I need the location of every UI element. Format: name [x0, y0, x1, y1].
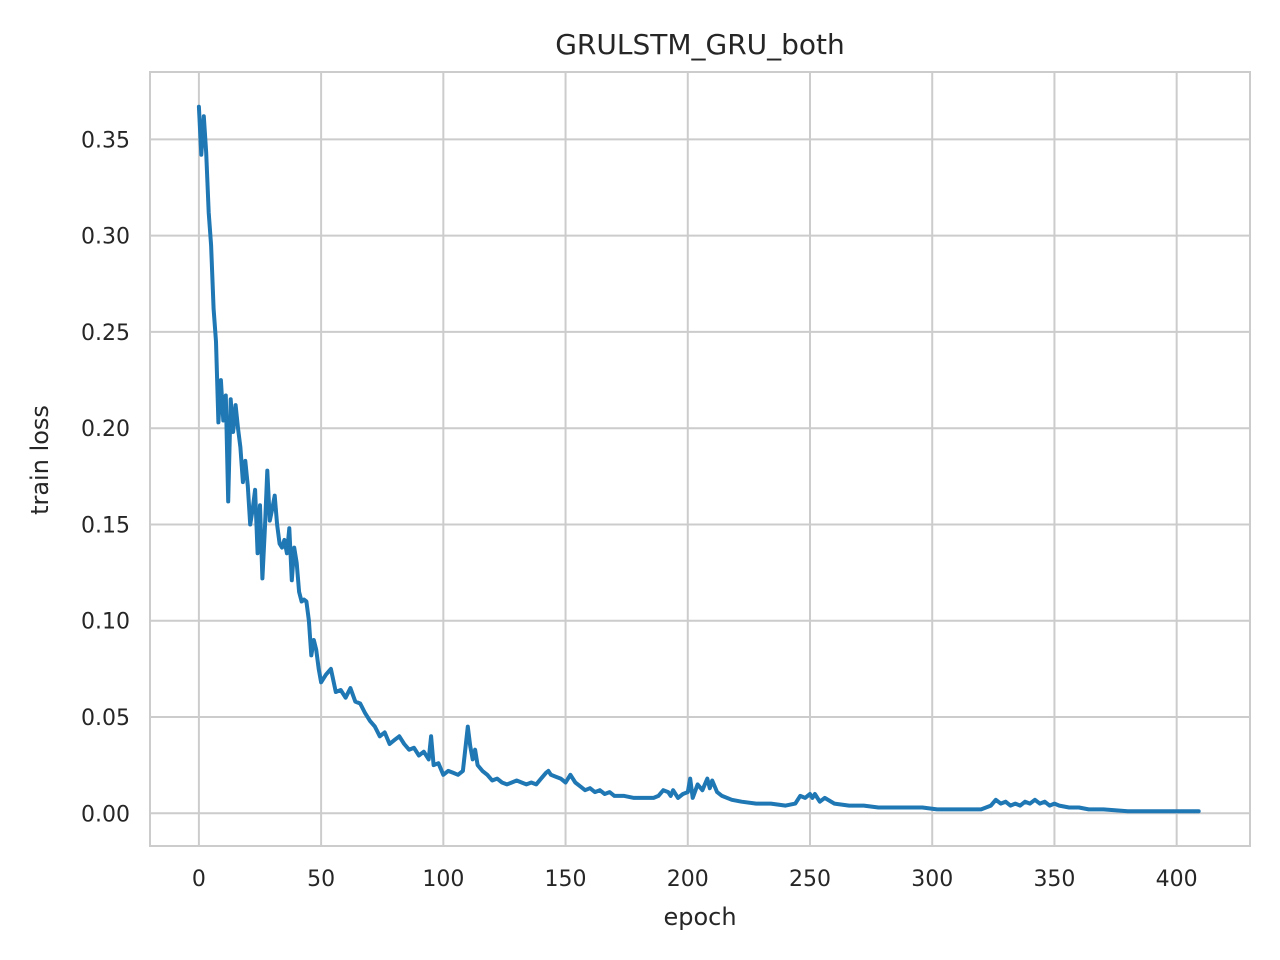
chart-title: GRULSTM_GRU_both [555, 28, 845, 61]
y-axis-ticks: 0.00 0.05 0.10 0.15 0.20 0.25 0.30 0.35 [81, 128, 130, 827]
y-tick-label: 0.25 [81, 321, 130, 346]
plot-frame [149, 71, 1251, 847]
x-tick-label: 200 [667, 867, 709, 892]
x-tick-label: 0 [192, 867, 206, 892]
y-tick-label: 0.35 [81, 128, 130, 153]
x-axis-label: epoch [663, 903, 736, 931]
y-tick-label: 0.05 [81, 706, 130, 731]
y-tick-label: 0.00 [81, 802, 130, 827]
x-tick-label: 300 [911, 867, 953, 892]
grid [150, 72, 1250, 846]
x-tick-label: 50 [307, 867, 335, 892]
y-axis-label: train loss [26, 405, 54, 515]
x-tick-label: 350 [1033, 867, 1075, 892]
y-tick-label: 0.30 [81, 225, 130, 250]
y-tick-label: 0.20 [81, 417, 130, 442]
x-tick-label: 150 [545, 867, 587, 892]
series-line-train-loss [196, 104, 1201, 814]
x-tick-label: 400 [1156, 867, 1198, 892]
x-tick-label: 250 [789, 867, 831, 892]
x-axis-ticks: 0 50 100 150 200 250 300 350 400 [192, 867, 1198, 892]
y-tick-label: 0.10 [81, 610, 130, 635]
series-layer [196, 104, 1201, 814]
x-tick-label: 100 [422, 867, 464, 892]
y-tick-label: 0.15 [81, 513, 130, 538]
